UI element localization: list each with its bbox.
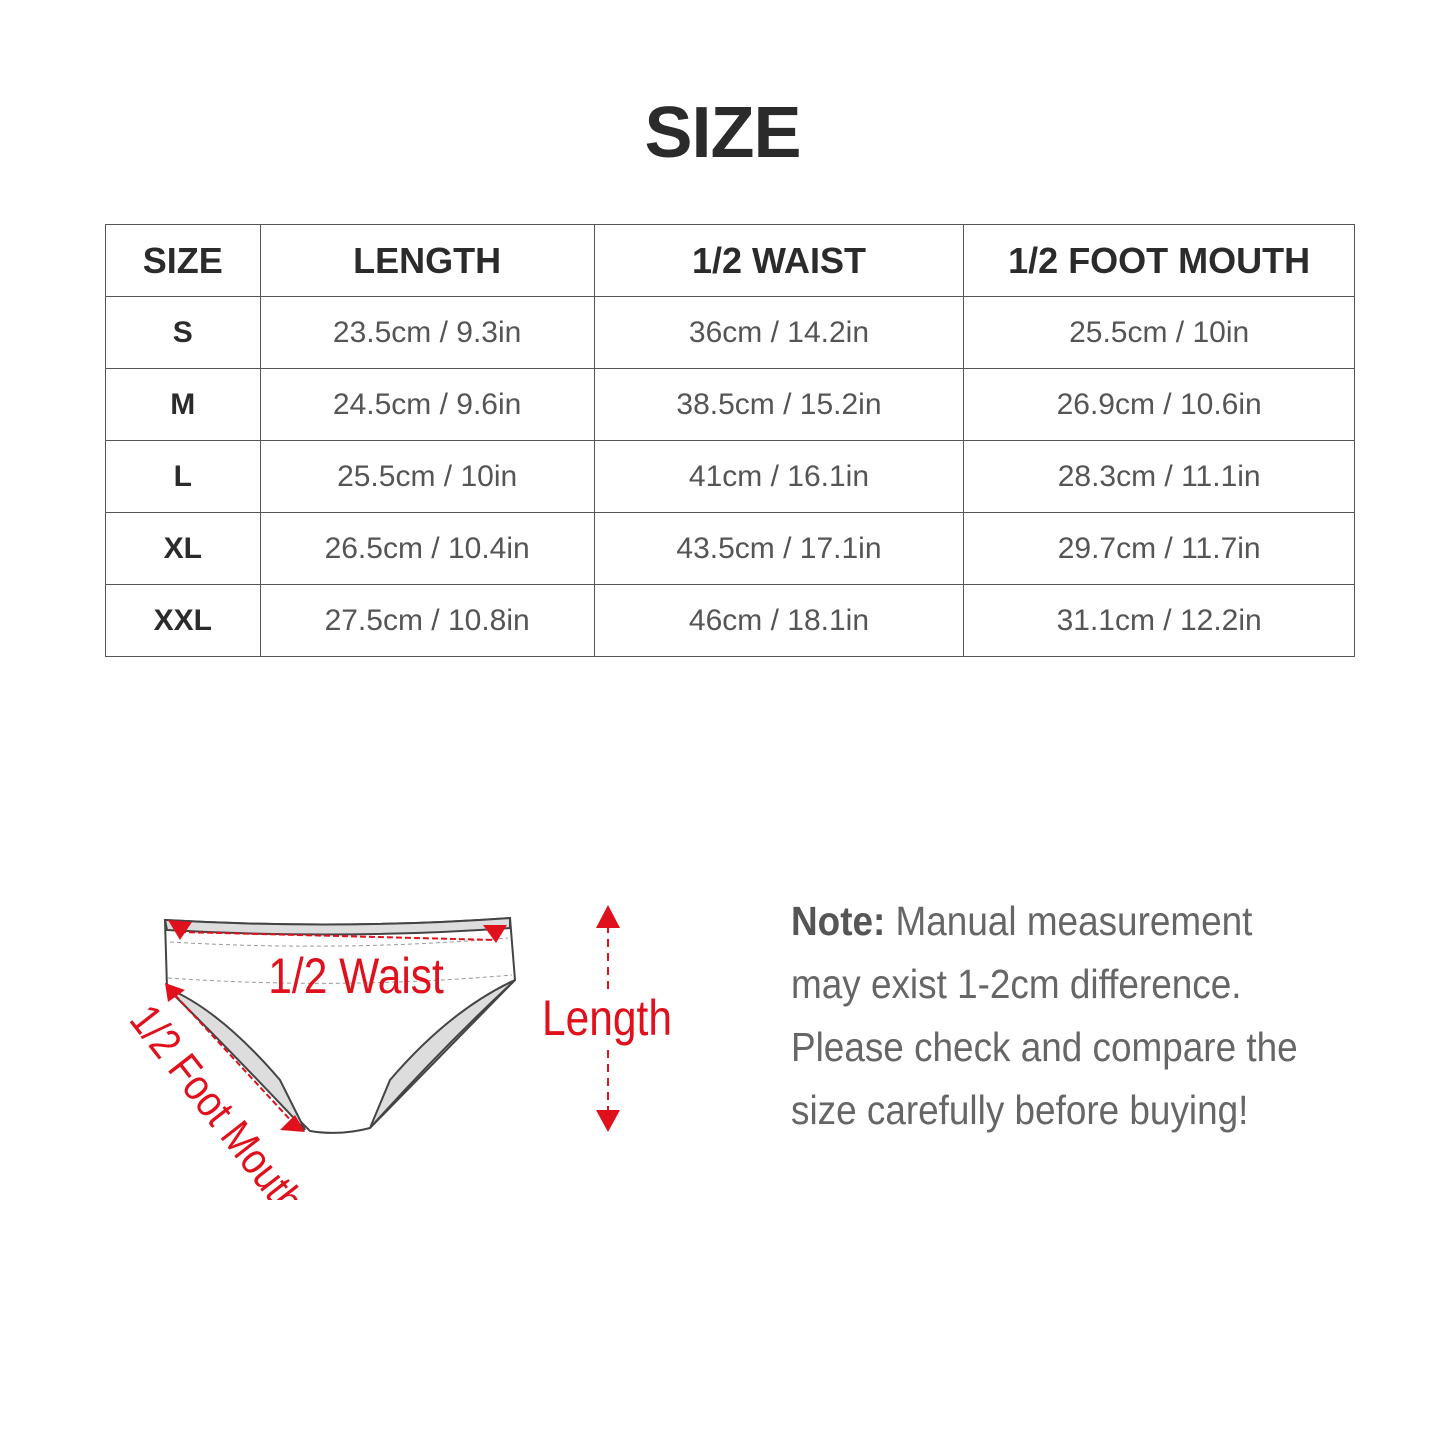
measurement-cell: 29.7cm / 11.7in: [963, 512, 1355, 585]
size-cell: XXL: [105, 584, 261, 657]
measurement-cell: 26.9cm / 10.6in: [963, 368, 1355, 441]
size-cell: M: [105, 368, 261, 441]
measurement-cell: 25.5cm / 10in: [259, 440, 595, 513]
measurement-cell: 36cm / 14.2in: [593, 296, 965, 369]
measurement-cell: 25.5cm / 10in: [963, 296, 1355, 369]
page-title: SIZE: [644, 93, 801, 173]
measurement-diagram: 1/2 Waist Length 1/2 Foot Mouth: [120, 905, 672, 1200]
size-cell: S: [105, 296, 261, 369]
measurement-cell: 31.1cm / 12.2in: [963, 584, 1355, 657]
table-row: L 25.5cm / 10in 41cm / 16.1in 28.3cm / 11.1…: [105, 440, 1355, 513]
length-arrow: [596, 905, 620, 1132]
briefs-illustration: [163, 916, 517, 1134]
table-row: S 23.5cm / 9.3in 36cm / 14.2in 25.5cm / 10i…: [105, 296, 1355, 369]
size-cell: XL: [105, 512, 261, 585]
table-header-row: SIZE LENGTH 1/2 WAIST 1/2 FOOT MOUTH: [105, 224, 1355, 297]
measurement-cell: 41cm / 16.1in: [593, 440, 965, 513]
measurement-cell: 26.5cm / 10.4in: [259, 512, 595, 585]
measurement-cell: 43.5cm / 17.1in: [593, 512, 965, 585]
measurement-cell: 46cm / 18.1in: [593, 584, 965, 657]
table-row: XXL 27.5cm / 10.8in 46cm / 18.1in 31.1cm / …: [105, 584, 1355, 657]
size-table: SIZE LENGTH 1/2 WAIST 1/2 FOOT MOUTH S 23.5c…: [105, 224, 1355, 657]
table-row: XL 26.5cm / 10.4in 43.5cm / 17.1in 29.7cm /…: [105, 512, 1355, 585]
length-label: Length: [542, 990, 672, 1046]
foot-mouth-arrow: [165, 983, 305, 1132]
measurement-cell: 24.5cm / 9.6in: [259, 368, 595, 441]
measurement-cell: 27.5cm / 10.8in: [259, 584, 595, 657]
column-header: LENGTH: [259, 224, 595, 297]
note-text: Note: Manual measurement may exist 1-2cm…: [791, 890, 1331, 1142]
measurement-cell: 23.5cm / 9.3in: [259, 296, 595, 369]
column-header: 1/2 FOOT MOUTH: [963, 224, 1355, 297]
size-cell: L: [105, 440, 261, 513]
waist-label: 1/2 Waist: [268, 948, 444, 1004]
column-header: SIZE: [105, 224, 261, 297]
note-body: Manual measurement may exist 1-2cm diffe…: [791, 898, 1298, 1133]
measurement-cell: 28.3cm / 11.1in: [963, 440, 1355, 513]
table-row: M 24.5cm / 9.6in 38.5cm / 15.2in 26.9cm / 1…: [105, 368, 1355, 441]
column-header: 1/2 WAIST: [593, 224, 965, 297]
waist-arrow: [168, 920, 507, 943]
note-label: Note:: [791, 898, 886, 944]
measurement-cell: 38.5cm / 15.2in: [593, 368, 965, 441]
